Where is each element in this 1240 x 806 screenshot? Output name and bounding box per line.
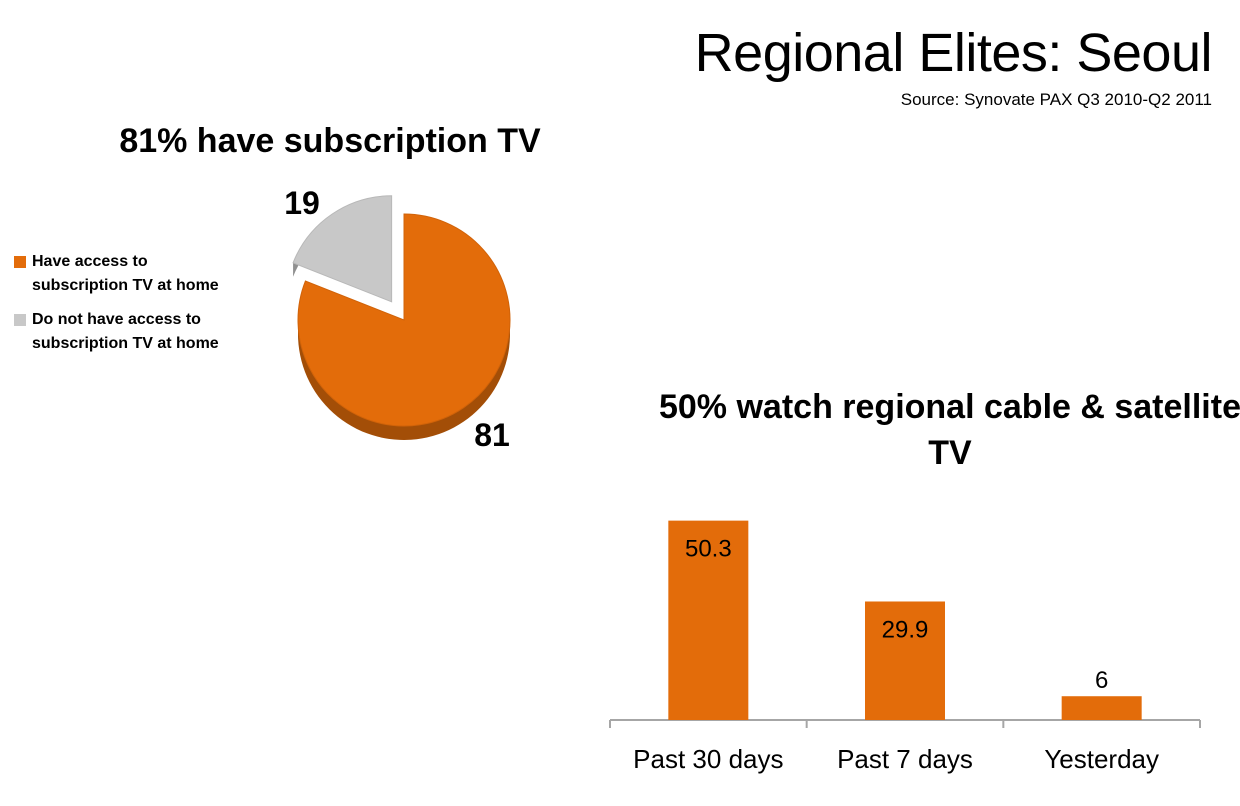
pie-slice-no-access bbox=[292, 195, 393, 303]
x-tick-label: Past 30 days bbox=[633, 744, 783, 774]
legend-label-no-access: Do not have access to subscription TV at… bbox=[32, 311, 219, 352]
bar-past-30-days bbox=[668, 520, 749, 720]
pie-chart-title: 81% have subscription TV bbox=[119, 122, 541, 160]
source-note: Source: Synovate PAX Q3 2010-Q2 2011 bbox=[900, 90, 1212, 109]
bar-value-label: 29.9 bbox=[882, 616, 929, 643]
legend-swatch-access bbox=[14, 256, 26, 268]
pie-label-access: 81 bbox=[474, 417, 510, 453]
bar-chart-title: 50% watch regional cable & satellite TV bbox=[658, 388, 1240, 472]
bar-value-label: 50.3 bbox=[685, 536, 732, 563]
x-tick-label: Yesterday bbox=[1044, 744, 1159, 774]
legend-item-access: Have access to subscription TV at home bbox=[14, 250, 224, 298]
legend-swatch-no-access bbox=[14, 314, 26, 326]
bar-past-7-days bbox=[865, 601, 945, 720]
pie-slice-access bbox=[297, 213, 511, 427]
page-title: Regional Elites: Seoul bbox=[694, 23, 1213, 83]
pie-legend: Have access to subscription TV at home D… bbox=[14, 250, 224, 366]
legend-label-access: Have access to subscription TV at home bbox=[32, 253, 219, 294]
pie-label-no-access: 19 bbox=[284, 185, 320, 221]
legend-item-no-access: Do not have access to subscription TV at… bbox=[14, 308, 224, 356]
bar-chart: 50.3 Past 30 days 29.9 Past 7 days 6 Yesterda… bbox=[609, 520, 1201, 774]
bar-value-label: 6 bbox=[1095, 667, 1108, 694]
bar-yesterday bbox=[1061, 696, 1142, 720]
x-tick-label: Past 7 days bbox=[837, 744, 973, 774]
pie-chart: 81 19 bbox=[284, 185, 511, 453]
